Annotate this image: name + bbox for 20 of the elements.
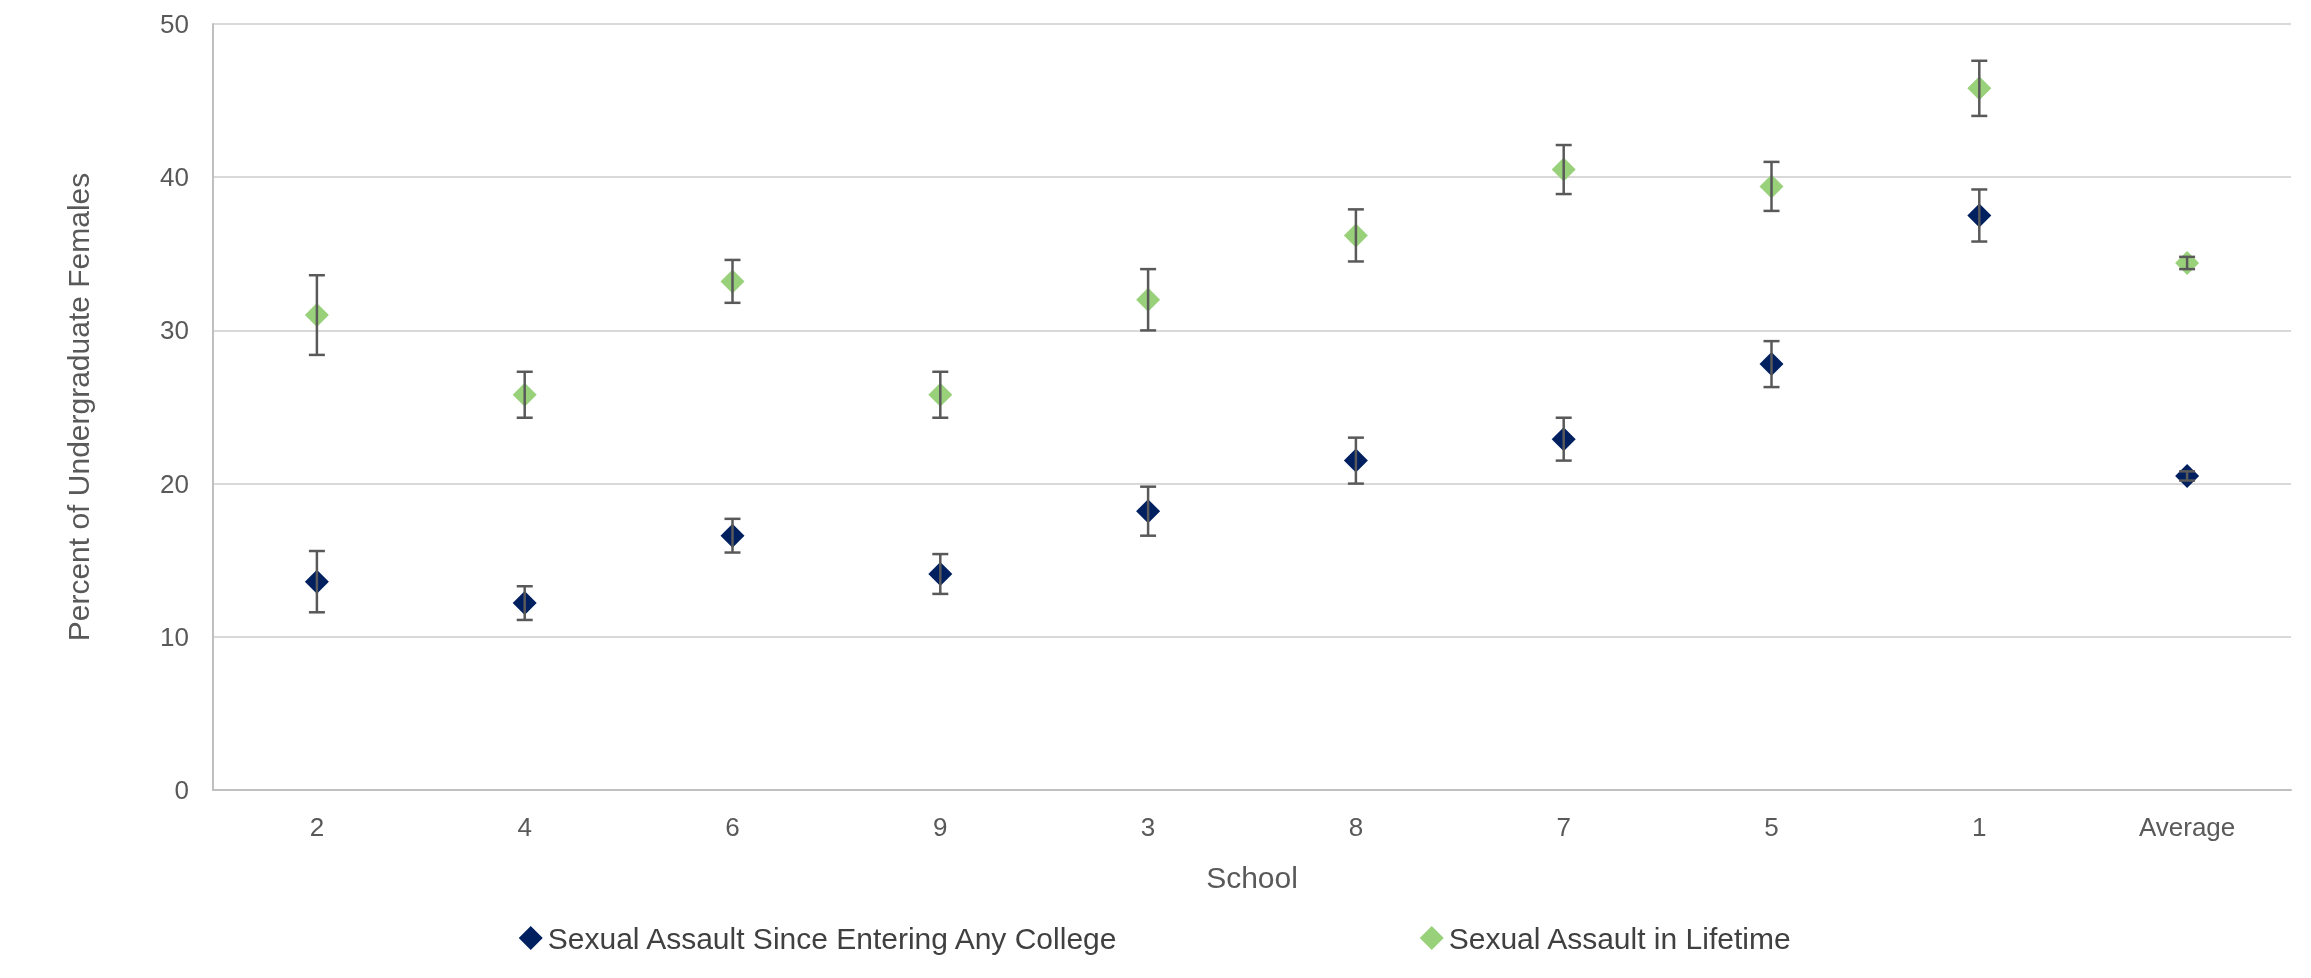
legend-label: Sexual Assault Since Entering Any College — [547, 921, 1117, 955]
x-tick-label: 4 — [517, 812, 532, 842]
y-tick-label: 40 — [160, 162, 189, 193]
y-axis-title: Percent of Undergraduate Females — [61, 172, 95, 642]
y-tick-label: 50 — [160, 9, 189, 39]
x-tick-label: 1 — [1972, 812, 1987, 842]
y-tick-label: 30 — [160, 315, 189, 346]
legend-label: Sexual Assault in Lifetime — [1448, 921, 1791, 955]
x-tick-label: Average — [2138, 812, 2236, 842]
y-tick-label: 10 — [160, 621, 189, 652]
y-tick-label: 20 — [160, 468, 189, 499]
x-tick-label: 8 — [1348, 812, 1364, 842]
x-tick-label: 2 — [309, 812, 325, 842]
x-tick-label: 5 — [1764, 812, 1779, 842]
x-tick-label: 6 — [725, 812, 740, 842]
x-tick-label: 7 — [1556, 812, 1571, 842]
x-tick-label: 9 — [933, 812, 948, 842]
x-tick-label: 3 — [1140, 812, 1156, 842]
y-tick-label: 0 — [174, 775, 189, 805]
x-axis-title: School — [1206, 860, 1298, 894]
